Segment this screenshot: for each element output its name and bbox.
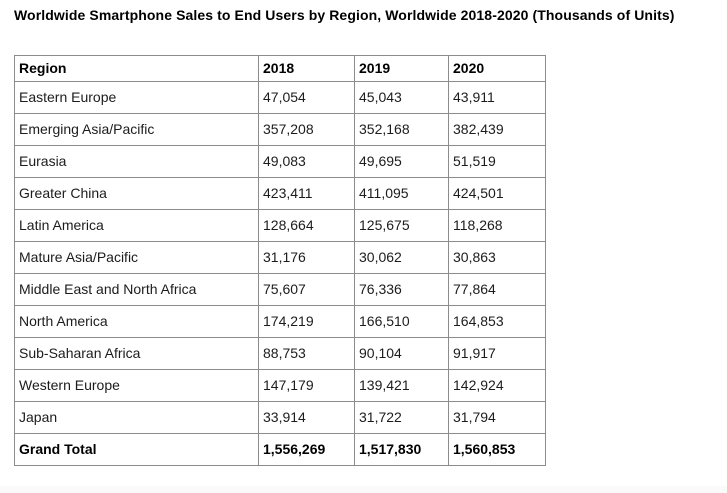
region-cell: Middle East and North Africa <box>14 273 259 306</box>
value-cell: 118,268 <box>448 209 546 242</box>
value-cell: 382,439 <box>448 113 546 146</box>
region-cell: Sub-Saharan Africa <box>14 337 259 370</box>
sales-table: Region 2018 2019 2020 Eastern Europe 47,… <box>14 55 546 466</box>
value-cell: 423,411 <box>258 177 355 210</box>
value-cell: 166,510 <box>354 305 449 338</box>
value-cell: 147,179 <box>258 369 355 402</box>
value-cell: 91,917 <box>448 337 546 370</box>
value-cell: 76,336 <box>354 273 449 306</box>
grand-total-value: 1,560,853 <box>448 433 546 466</box>
table-row: Japan 33,914 31,722 31,794 <box>14 401 546 434</box>
region-cell: Emerging Asia/Pacific <box>14 113 259 146</box>
value-cell: 174,219 <box>258 305 355 338</box>
table-row: Western Europe 147,179 139,421 142,924 <box>14 369 546 402</box>
grand-total-label: Grand Total <box>14 433 259 466</box>
region-cell: North America <box>14 305 259 338</box>
value-cell: 33,914 <box>258 401 355 434</box>
value-cell: 30,863 <box>448 241 546 274</box>
page-bottom-strip <box>0 486 727 493</box>
header-row: Region 2018 2019 2020 <box>14 55 546 82</box>
value-cell: 31,722 <box>354 401 449 434</box>
column-header-2020: 2020 <box>448 55 546 82</box>
value-cell: 43,911 <box>448 81 546 114</box>
value-cell: 31,794 <box>448 401 546 434</box>
table-row: Eastern Europe 47,054 45,043 43,911 <box>14 81 546 114</box>
page-title: Worldwide Smartphone Sales to End Users … <box>14 7 675 23</box>
value-cell: 125,675 <box>354 209 449 242</box>
value-cell: 142,924 <box>448 369 546 402</box>
value-cell: 77,864 <box>448 273 546 306</box>
value-cell: 164,853 <box>448 305 546 338</box>
value-cell: 31,176 <box>258 241 355 274</box>
table-row: Sub-Saharan Africa 88,753 90,104 91,917 <box>14 337 546 370</box>
column-header-region: Region <box>14 55 259 82</box>
value-cell: 75,607 <box>258 273 355 306</box>
region-cell: Western Europe <box>14 369 259 402</box>
value-cell: 90,104 <box>354 337 449 370</box>
value-cell: 45,043 <box>354 81 449 114</box>
table-row: Emerging Asia/Pacific 357,208 352,168 38… <box>14 113 546 146</box>
table-row: Latin America 128,664 125,675 118,268 <box>14 209 546 242</box>
value-cell: 51,519 <box>448 145 546 178</box>
region-cell: Mature Asia/Pacific <box>14 241 259 274</box>
value-cell: 139,421 <box>354 369 449 402</box>
region-cell: Japan <box>14 401 259 434</box>
value-cell: 47,054 <box>258 81 355 114</box>
region-cell: Eurasia <box>14 145 259 178</box>
grand-total-value: 1,517,830 <box>354 433 449 466</box>
grand-total-row: Grand Total 1,556,269 1,517,830 1,560,85… <box>14 433 546 466</box>
table-row: Middle East and North Africa 75,607 76,3… <box>14 273 546 306</box>
column-header-2019: 2019 <box>354 55 449 82</box>
table-row: North America 174,219 166,510 164,853 <box>14 305 546 338</box>
value-cell: 411,095 <box>354 177 449 210</box>
table-row: Eurasia 49,083 49,695 51,519 <box>14 145 546 178</box>
value-cell: 49,083 <box>258 145 355 178</box>
value-cell: 88,753 <box>258 337 355 370</box>
column-header-2018: 2018 <box>258 55 355 82</box>
table-row: Greater China 423,411 411,095 424,501 <box>14 177 546 210</box>
region-cell: Eastern Europe <box>14 81 259 114</box>
table-row: Mature Asia/Pacific 31,176 30,062 30,863 <box>14 241 546 274</box>
grand-total-value: 1,556,269 <box>258 433 355 466</box>
value-cell: 30,062 <box>354 241 449 274</box>
value-cell: 357,208 <box>258 113 355 146</box>
value-cell: 128,664 <box>258 209 355 242</box>
value-cell: 424,501 <box>448 177 546 210</box>
value-cell: 352,168 <box>354 113 449 146</box>
region-cell: Greater China <box>14 177 259 210</box>
value-cell: 49,695 <box>354 145 449 178</box>
region-cell: Latin America <box>14 209 259 242</box>
